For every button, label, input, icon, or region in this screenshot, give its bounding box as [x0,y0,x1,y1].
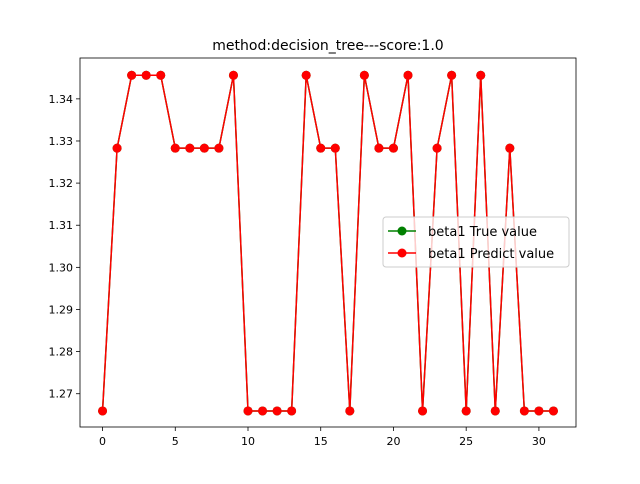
data-point-1-22 [418,406,428,416]
data-point-1-3 [141,70,151,80]
y-axis: 1.27 1.28 1.29 1.30 1.31 1.32 1.33 1.34 [49,93,80,401]
data-point-1-2 [127,70,137,80]
data-point-1-19 [374,143,384,153]
data-point-1-1 [112,143,122,153]
data-point-1-4 [156,70,166,80]
data-point-1-21 [403,70,413,80]
data-point-1-15 [316,143,326,153]
y-tick-label: 1.34 [49,93,74,106]
data-point-1-6 [185,143,195,153]
data-point-1-27 [490,406,500,416]
data-point-1-9 [228,70,238,80]
legend-marker-predict [397,248,407,258]
data-point-1-11 [258,406,268,416]
data-point-1-10 [243,406,253,416]
data-point-1-17 [345,406,355,416]
legend-box [382,216,570,268]
data-point-1-25 [461,406,471,416]
data-point-1-28 [505,143,515,153]
x-tick-label: 25 [459,435,473,448]
x-tick-label: 20 [386,435,400,448]
data-point-1-16 [330,143,340,153]
x-tick-label: 10 [241,435,255,448]
plot-frame [79,57,577,428]
data-point-1-20 [388,143,398,153]
legend-entry-true: beta1 True value [388,225,537,240]
y-tick-label: 1.32 [49,177,74,190]
data-point-1-18 [359,70,369,80]
legend-label-true: beta1 True value [428,225,537,240]
x-tick-label: 5 [172,435,179,448]
x-tick-label: 15 [314,435,328,448]
data-point-1-30 [534,406,544,416]
chart-title: method:decision_tree---score:1.0 [212,38,443,54]
data-point-1-7 [199,143,209,153]
data-point-1-14 [301,70,311,80]
x-axis: 0 5 10 15 20 25 30 [99,427,546,448]
legend-entry-predict: beta1 Predict value [388,247,554,262]
y-tick-label: 1.27 [49,388,74,401]
data-point-1-5 [170,143,180,153]
data-point-1-0 [98,406,108,416]
legend-label-predict: beta1 Predict value [428,247,554,262]
data-point-1-12 [272,406,282,416]
x-tick-label: 0 [99,435,106,448]
data-point-1-23 [432,143,442,153]
data-point-1-29 [519,406,529,416]
data-point-1-13 [287,406,297,416]
y-tick-label: 1.28 [49,346,74,359]
data-point-1-24 [447,70,457,80]
data-point-1-26 [476,70,486,80]
legend: beta1 True value beta1 Predict value [382,216,570,268]
data-point-1-31 [548,406,558,416]
legend-marker-true [397,226,407,236]
data-point-1-8 [214,143,224,153]
y-tick-label: 1.29 [49,303,74,316]
x-tick-label: 30 [532,435,546,448]
series-layer [98,70,558,416]
y-tick-label: 1.31 [49,219,74,232]
y-tick-label: 1.30 [49,261,74,274]
y-tick-label: 1.33 [49,135,74,148]
